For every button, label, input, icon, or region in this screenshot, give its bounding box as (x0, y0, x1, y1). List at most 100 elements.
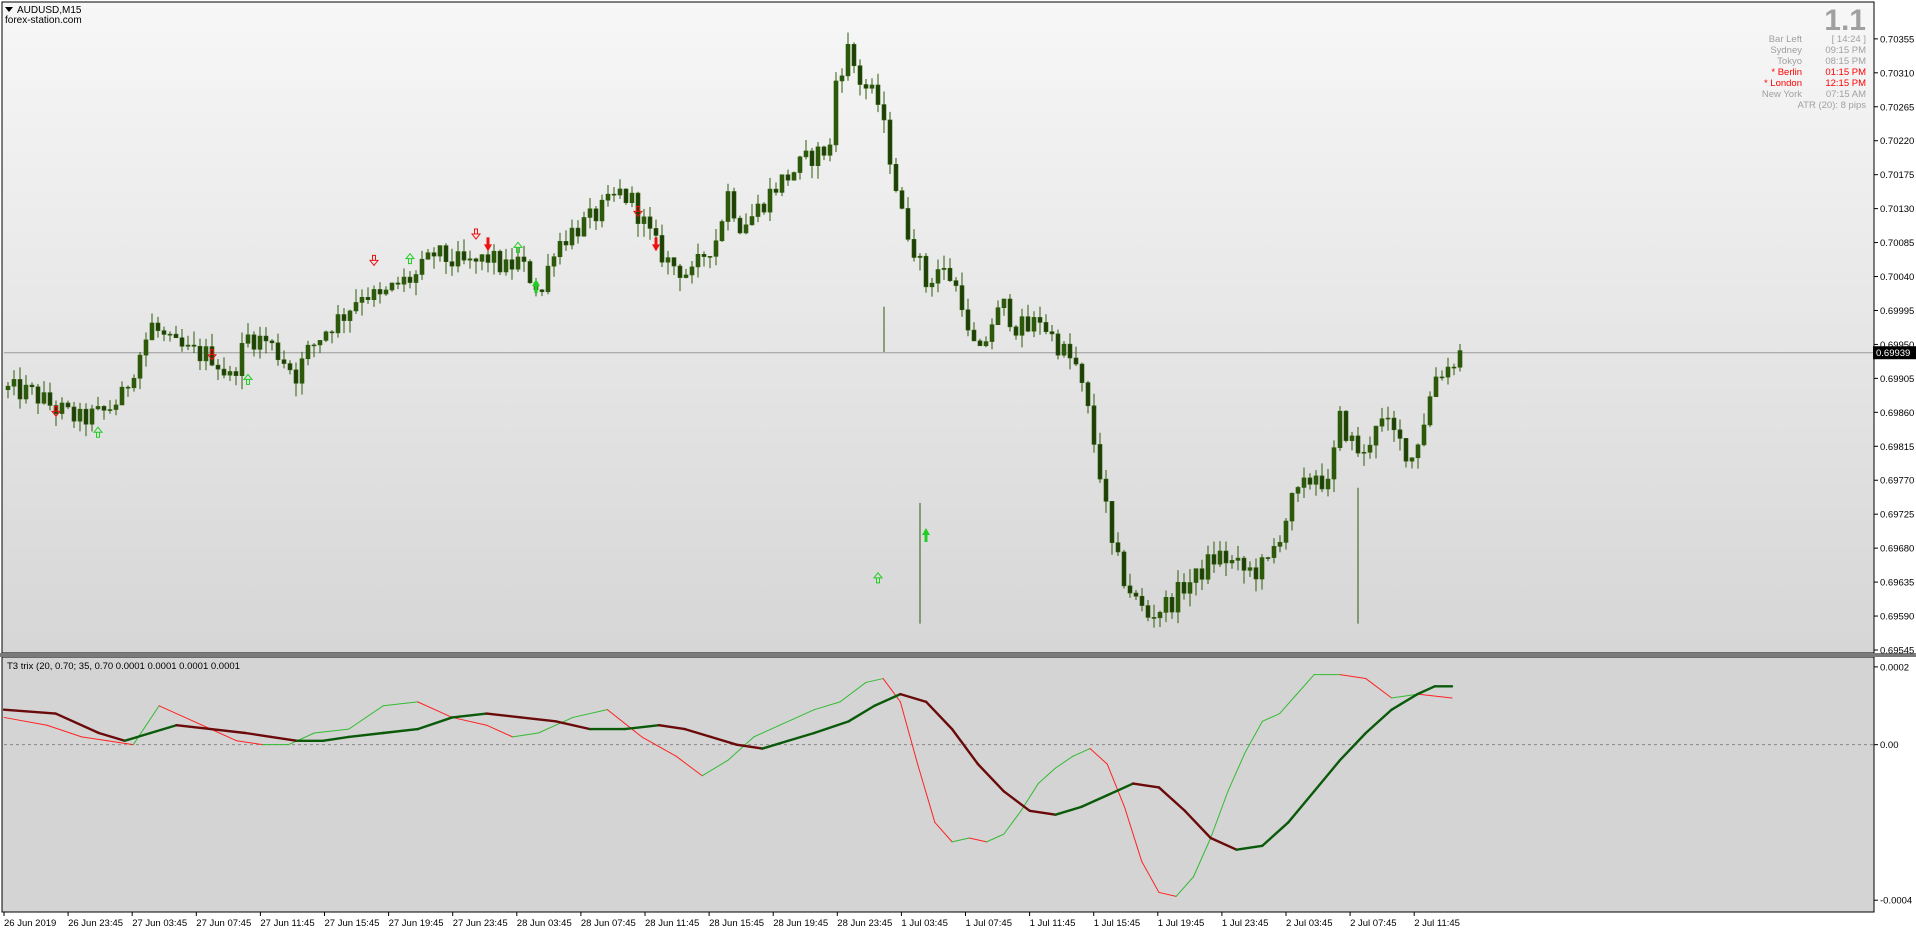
candle-body (917, 255, 923, 258)
trix-signal-segment (986, 833, 1005, 843)
trix-signal-segment (1279, 693, 1298, 715)
candle-body (845, 44, 851, 77)
trix-main-segment (149, 724, 178, 735)
candle-body (209, 346, 215, 366)
session-time: 08:15 PM (1825, 56, 1866, 67)
candle-body (1445, 366, 1451, 378)
trix-main-segment (554, 720, 592, 731)
signal-small-down-arrow-icon (368, 254, 380, 267)
signal-up-arrow-icon (922, 528, 930, 543)
candle-body (647, 216, 653, 229)
trix-signal-segment (106, 740, 134, 746)
candle-body (599, 199, 605, 222)
candle-body (509, 259, 515, 270)
candle-body (1379, 418, 1385, 427)
source-label: forex-station.com (5, 15, 82, 26)
trix-main-segment (1416, 685, 1436, 696)
price-tick-label: 0.69635 (1880, 578, 1914, 589)
candle-body (641, 216, 647, 224)
trix-signal-segment (132, 705, 160, 746)
candle-body (107, 409, 113, 411)
time-tick-label: 28 Jun 15:45 (709, 918, 764, 929)
session-time: [ 14:24 ] (1832, 34, 1866, 45)
candle-body (269, 340, 275, 344)
candle-body (1253, 567, 1259, 580)
trix-main-segment (1157, 786, 1187, 812)
price-tick-label: 0.69860 (1880, 408, 1914, 419)
trix-main-segment (1054, 805, 1083, 816)
session-time: 12:15 PM (1825, 78, 1866, 89)
candle-body (395, 282, 401, 285)
candle-body (833, 80, 839, 146)
candle-body (1073, 357, 1079, 365)
trix-signal-segment (675, 755, 703, 777)
trix-signal-segment (1055, 755, 1074, 769)
session-time: 01:15 PM (1825, 67, 1866, 78)
trix-main-segment (450, 712, 488, 719)
candle-body (1019, 316, 1025, 336)
price-tick-label: 0.69725 (1880, 510, 1914, 521)
candle-body (713, 240, 719, 257)
candle-body (569, 227, 575, 246)
candle-body (1037, 317, 1043, 323)
candle-body (1031, 317, 1037, 332)
candle-body (335, 314, 341, 334)
time-tick-label: 1 Jul 15:45 (1094, 918, 1140, 929)
candle-body (1361, 451, 1367, 454)
candle-body (755, 203, 761, 217)
price-tick-label: 0.69770 (1880, 476, 1914, 487)
candle-body (1091, 405, 1097, 445)
candle-body (965, 309, 971, 331)
session-time: 09:15 PM (1825, 45, 1866, 56)
candle-body (773, 188, 779, 193)
trix-signal-segment (46, 724, 83, 738)
trix-signal-segment (451, 716, 488, 726)
candle-body (1415, 444, 1421, 459)
candle-body (1457, 350, 1463, 368)
candle-body (1127, 585, 1133, 594)
signal-small-up-arrow-icon (92, 426, 104, 438)
signal-small-up-arrow-icon (872, 572, 884, 584)
candle-body (791, 172, 797, 181)
candle-body (143, 339, 149, 356)
time-axis: 26 Jun 2019 26 Jun 23:45 27 Jun 03:45 27 Ju… (3, 912, 1460, 929)
price-tick-label: 0.69545 (1880, 646, 1914, 657)
price-tick-label: 0.70355 (1880, 34, 1914, 45)
trix-signal-segment (1072, 748, 1091, 757)
candle-body (47, 392, 53, 406)
candle-body (515, 256, 521, 270)
trix-main-segment (175, 724, 213, 731)
candle-body (1055, 333, 1061, 356)
trix-signal-segment (3, 716, 48, 726)
candlestick-series (5, 32, 1463, 628)
candle-body (17, 379, 23, 400)
trix-main-segment (976, 762, 1006, 793)
trix-signal-segment (1296, 674, 1315, 695)
candle-body (1193, 568, 1199, 583)
trix-main-segment (244, 731, 273, 739)
atr-label: ATR (20): 8 pips (1798, 100, 1867, 111)
trix-main-segment (709, 735, 738, 746)
panel-splitter[interactable] (0, 653, 1916, 657)
trix-signal-segment (486, 724, 514, 738)
candle-body (341, 314, 347, 321)
dropdown-triangle-icon[interactable] (5, 7, 13, 12)
candle-body (1295, 487, 1301, 494)
trix-main-segment (683, 727, 712, 739)
trix-signal-segment (1089, 748, 1108, 765)
candle-body (1451, 366, 1457, 369)
trix-signal-segment (865, 678, 884, 683)
trix-signal-segment (951, 837, 970, 843)
candle-body (485, 254, 491, 263)
trix-main-segment (1338, 731, 1368, 762)
trix-main-segment (485, 712, 523, 719)
candle-body (527, 261, 533, 284)
candle-body (839, 75, 845, 82)
trix-main-segment (735, 743, 764, 750)
candle-body (11, 379, 17, 387)
candle-body (971, 329, 977, 342)
candle-body (539, 289, 545, 293)
candle-body (815, 146, 821, 167)
candle-body (197, 345, 203, 362)
